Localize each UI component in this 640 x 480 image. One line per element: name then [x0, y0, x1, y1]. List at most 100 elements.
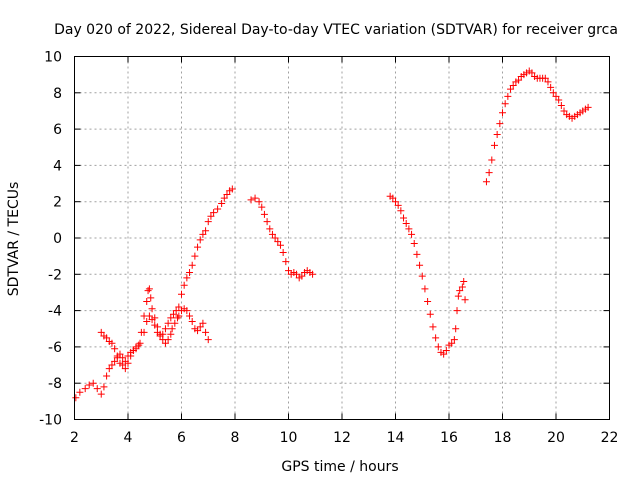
data-point — [89, 379, 97, 387]
series-segment-1 — [72, 185, 236, 402]
data-point — [144, 287, 152, 295]
y-tick-label: -2 — [48, 267, 62, 283]
data-point — [255, 198, 263, 206]
data-point — [584, 103, 592, 111]
data-point — [400, 214, 408, 222]
data-point — [405, 225, 413, 233]
series-segment-2 — [97, 305, 212, 373]
chart-title: Day 020 of 2022, Sidereal Day-to-day VTE… — [54, 22, 618, 38]
data-point — [119, 354, 127, 362]
data-point — [161, 325, 169, 333]
data-point — [76, 388, 84, 396]
data-point — [541, 74, 549, 82]
data-point — [145, 312, 153, 320]
y-tick-label: -10 — [39, 413, 62, 429]
series-segment-3 — [247, 194, 317, 282]
data-point — [175, 312, 183, 320]
data-point — [135, 341, 143, 349]
data-point — [560, 107, 568, 115]
x-tick-label: 4 — [124, 430, 133, 446]
x-tick-label: 22 — [601, 430, 619, 446]
data-point — [186, 268, 194, 276]
data-point — [544, 78, 552, 86]
data-point — [100, 383, 108, 391]
data-point — [207, 212, 215, 220]
data-point — [263, 218, 271, 226]
x-tick-label: 16 — [440, 430, 458, 446]
data-point — [228, 185, 236, 193]
data-point — [496, 120, 504, 128]
data-point — [555, 96, 563, 104]
data-point — [183, 274, 191, 282]
series-segment-4 — [386, 192, 469, 358]
data-point — [440, 350, 448, 358]
data-point — [549, 89, 557, 97]
data-point — [183, 307, 191, 315]
data-point — [507, 85, 515, 93]
data-point — [504, 92, 512, 100]
x-tick-label: 18 — [494, 430, 512, 446]
y-tick-label: -4 — [48, 304, 62, 320]
data-point — [293, 270, 301, 278]
x-tick-label: 20 — [547, 430, 565, 446]
data-point — [276, 241, 284, 249]
data-point — [81, 385, 89, 393]
data-point — [161, 339, 169, 347]
x-tick-label: 8 — [231, 430, 240, 446]
data-point — [214, 205, 222, 213]
data-point — [188, 317, 196, 325]
y-tick-label: -8 — [48, 376, 62, 392]
data-point — [148, 316, 156, 324]
data-point — [397, 207, 405, 215]
data-point — [121, 365, 129, 373]
data-point — [490, 141, 498, 149]
data-point — [145, 285, 153, 293]
data-point — [223, 190, 231, 198]
data-point — [191, 252, 199, 260]
data-point — [448, 339, 456, 347]
data-point — [167, 330, 175, 338]
data-point — [557, 102, 565, 110]
data-point — [97, 390, 105, 398]
data-point — [421, 285, 429, 293]
data-point — [458, 283, 466, 291]
y-tick-label: 10 — [44, 50, 62, 66]
data-point — [429, 323, 437, 331]
data-point — [218, 200, 226, 208]
y-tick-label: 8 — [53, 86, 62, 102]
x-tick-label: 2 — [70, 430, 79, 446]
x-tick-label: 10 — [280, 430, 298, 446]
data-point — [188, 261, 196, 269]
data-point — [178, 290, 185, 298]
data-point — [111, 345, 119, 353]
data-point — [103, 334, 111, 342]
data-point — [143, 317, 151, 325]
data-point — [151, 321, 159, 329]
data-point — [266, 225, 274, 233]
grid — [74, 56, 610, 420]
x-axis-label: GPS time / hours — [281, 459, 398, 475]
data-point — [132, 345, 140, 353]
data-point — [143, 298, 151, 306]
data-point — [136, 339, 144, 347]
data-point — [204, 336, 212, 344]
data-point — [452, 325, 460, 333]
data-point — [454, 292, 462, 300]
y-tick-label: 0 — [53, 231, 62, 247]
data-point — [274, 238, 282, 246]
data-point — [309, 270, 317, 278]
data-point — [392, 198, 399, 206]
data-point — [418, 272, 426, 280]
data-point — [202, 328, 210, 336]
data-point — [194, 243, 202, 251]
data-point — [210, 209, 218, 217]
data-point — [547, 83, 555, 91]
data-point — [279, 249, 287, 257]
data-point — [282, 258, 290, 266]
axis-ticks: 2 4 6 8 10 12 14 16 18 20 22 -10 -8 -6 -4 -2 0 2 4 6 8 10 — [39, 50, 618, 447]
data-point — [432, 334, 440, 342]
data-point — [485, 169, 493, 177]
data-point — [515, 76, 523, 84]
data-point — [199, 230, 207, 238]
data-point — [204, 218, 212, 226]
